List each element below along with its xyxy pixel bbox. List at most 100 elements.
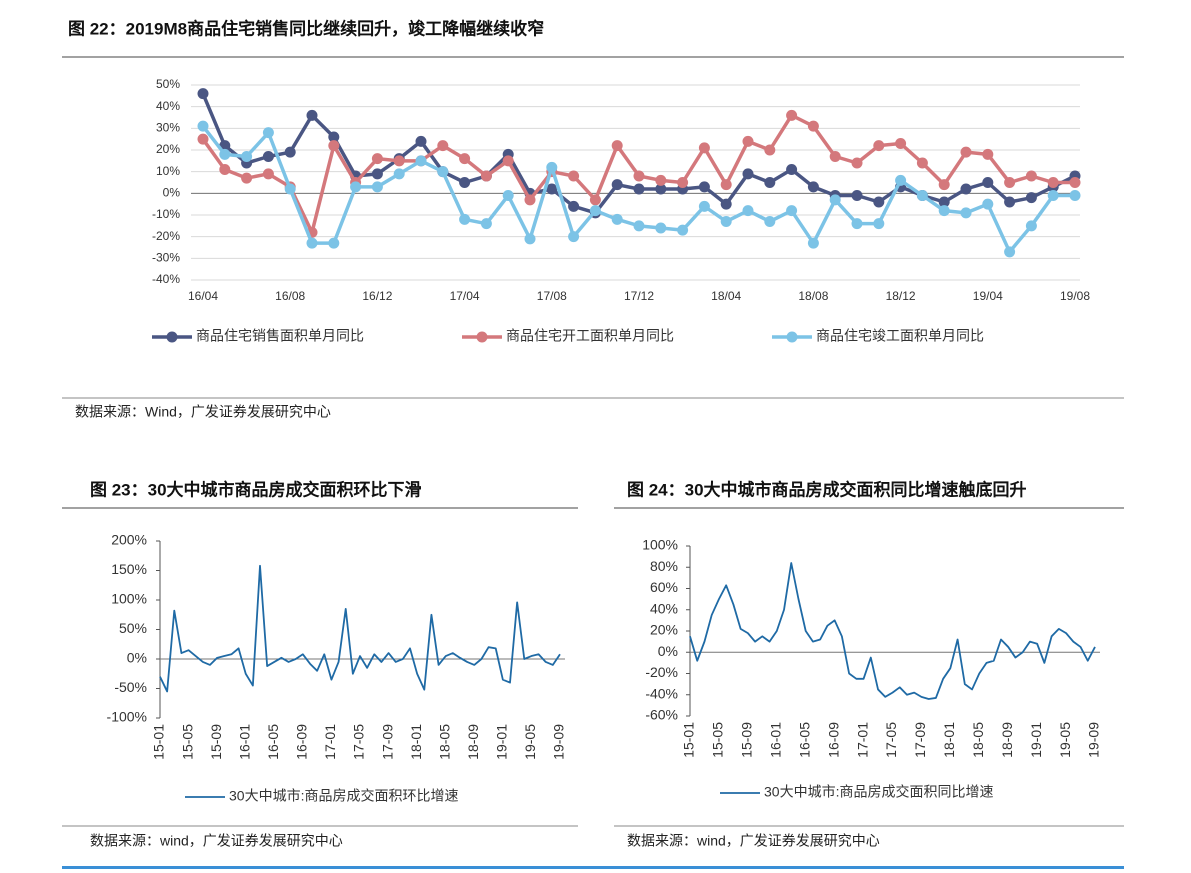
source: 数据来源：Wind，广发证券发展研究中心	[75, 404, 331, 420]
point	[219, 148, 231, 160]
point	[720, 179, 732, 191]
y-tick-label: 200%	[111, 532, 147, 548]
point	[720, 216, 732, 227]
point	[982, 198, 994, 210]
y-tick-label: -40%	[645, 685, 678, 701]
point	[568, 231, 580, 243]
point	[328, 140, 340, 152]
point	[1047, 177, 1059, 188]
y-tick-label: -10%	[152, 207, 180, 221]
point	[655, 183, 667, 195]
point	[873, 140, 885, 152]
point	[284, 146, 296, 158]
x-tick-label: 15-09	[208, 724, 224, 760]
point	[960, 183, 972, 195]
point	[873, 218, 885, 230]
point	[393, 168, 405, 180]
y-tick-label: 10%	[156, 164, 180, 178]
point	[720, 198, 732, 210]
point	[262, 151, 274, 162]
chart-title: 图 22：2019M8商品住宅销售同比继续回升，竣工降幅继续收窄	[68, 18, 544, 38]
point	[851, 157, 863, 169]
x-tick-label: 15-05	[710, 722, 726, 758]
point	[742, 135, 754, 147]
series-line	[689, 562, 1096, 700]
point	[568, 200, 580, 212]
point	[786, 109, 798, 121]
x-tick-label: 16-09	[825, 722, 841, 758]
x-tick-label: 15-05	[179, 724, 195, 760]
point	[284, 183, 296, 195]
y-tick-label: 0%	[127, 650, 147, 666]
point	[938, 205, 950, 217]
point	[786, 164, 798, 175]
point	[197, 88, 209, 100]
x-tick-label: 16/08	[275, 289, 305, 303]
point	[1025, 192, 1037, 204]
point	[611, 179, 623, 191]
point	[589, 205, 601, 217]
point	[1025, 170, 1037, 182]
point	[241, 151, 253, 162]
y-tick-label: -20%	[152, 229, 180, 243]
x-tick-label: 19-01	[1028, 722, 1044, 758]
point	[502, 155, 514, 167]
source: 数据来源：wind，广发证券发展研究中心	[627, 833, 880, 849]
series-line	[159, 564, 561, 693]
point	[677, 224, 689, 236]
point	[764, 177, 776, 188]
x-tick-label: 18-05	[970, 722, 986, 758]
point	[262, 168, 274, 180]
point	[328, 237, 340, 249]
point	[371, 153, 383, 165]
point	[219, 164, 231, 175]
point	[306, 237, 318, 249]
point	[807, 237, 819, 249]
point	[807, 181, 819, 193]
point	[459, 213, 471, 225]
point	[393, 155, 405, 167]
point	[807, 120, 819, 132]
point	[241, 172, 253, 184]
x-tick-label: 16-05	[265, 724, 281, 760]
y-tick-label: 50%	[119, 620, 147, 636]
point	[262, 127, 274, 139]
y-tick-label: -50%	[114, 679, 147, 695]
point	[742, 205, 754, 217]
x-tick-label: 19-09	[551, 724, 567, 760]
x-tick-label: 19-09	[1086, 722, 1102, 758]
x-tick-label: 19/08	[1060, 289, 1090, 303]
x-tick-label: 18-05	[436, 724, 452, 760]
x-tick-label: 17-09	[912, 722, 928, 758]
point	[1069, 177, 1081, 188]
point	[371, 181, 383, 193]
x-tick-label: 15-01	[681, 722, 697, 758]
point	[764, 144, 776, 156]
legend-label: 商品住宅竣工面积单月同比	[816, 328, 984, 344]
point	[916, 190, 928, 201]
y-tick-label: 40%	[156, 99, 180, 113]
point	[829, 194, 841, 206]
point	[524, 233, 536, 245]
point	[764, 216, 776, 227]
point	[677, 177, 689, 188]
point	[895, 138, 907, 149]
point	[611, 213, 623, 225]
x-tick-label: 17-05	[883, 722, 899, 758]
legend-label: 30大中城市:商品房成交面积同比增速	[764, 784, 993, 800]
x-tick-label: 16-01	[236, 724, 252, 760]
x-tick-label: 18-09	[999, 722, 1015, 758]
x-tick-label: 15-01	[151, 724, 167, 760]
legend-label: 商品住宅开工面积单月同比	[506, 328, 674, 344]
legend-marker	[166, 331, 178, 343]
x-tick-label: 17/12	[624, 289, 654, 303]
x-tick-label: 18-09	[465, 724, 481, 760]
x-tick-label: 18-01	[941, 722, 957, 758]
point	[1004, 246, 1016, 258]
y-tick-label: -30%	[152, 251, 180, 265]
y-tick-label: 20%	[156, 142, 180, 156]
point	[350, 181, 362, 193]
x-tick-label: 18/04	[711, 289, 741, 303]
y-tick-label: -100%	[107, 709, 147, 725]
